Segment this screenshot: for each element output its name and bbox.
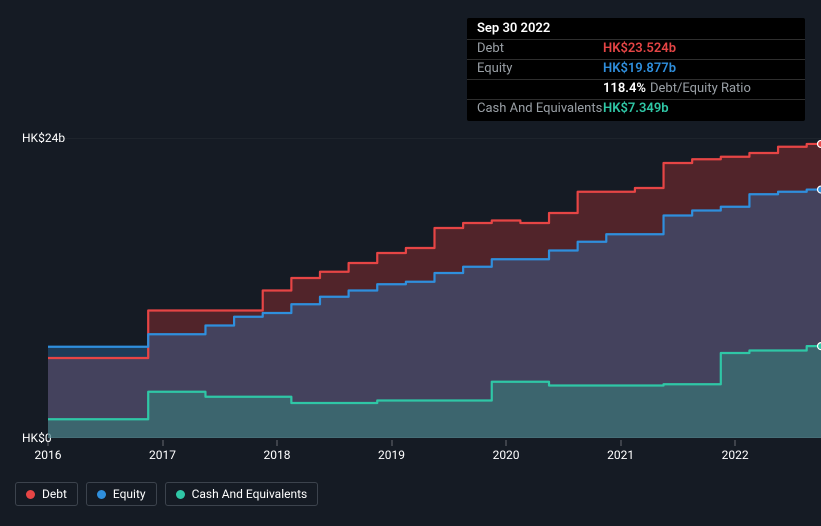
x-axis-label: 2016 [35,448,62,462]
tooltip-row-label [477,82,603,97]
tooltip-row: EquityHK$19.877b [467,60,805,80]
chart-svg[interactable] [48,138,821,438]
tooltip-row: Cash And EquivalentsHK$7.349b [467,100,805,119]
x-axis-label: 2020 [493,448,520,462]
tooltip-row-label: Cash And Equivalents [477,102,603,117]
legend-label: Cash And Equivalents [192,487,308,501]
x-axis-label: 2017 [149,448,176,462]
x-tick-mark [391,440,392,446]
legend-item-cash-and-equivalents[interactable]: Cash And Equivalents [165,482,319,506]
legend-swatch [176,490,185,499]
legend-item-debt[interactable]: Debt [15,482,78,506]
legend: Debt Equity Cash And Equivalents [15,482,318,506]
end-marker-cash-and-equivalents [818,343,821,350]
tooltip-row: 118.4% Debt/Equity Ratio [467,80,805,100]
tooltip-date: Sep 30 2022 [477,22,603,37]
tooltip-row-value: HK$23.524b [603,42,676,57]
legend-label: Equity [113,487,146,501]
tooltip-row: DebtHK$23.524b [467,40,805,60]
legend-label: Debt [42,487,67,501]
x-axis-label: 2019 [378,448,405,462]
x-tick-mark [620,440,621,446]
x-axis-label: 2021 [607,448,634,462]
x-tick-mark [162,440,163,446]
tooltip-row-label: Debt [477,42,603,57]
x-tick-mark [735,440,736,446]
x-tick-mark [506,440,507,446]
tooltip-row-label: Equity [477,62,603,77]
end-marker-debt [818,140,821,147]
legend-item-equity[interactable]: Equity [86,482,157,506]
end-marker-equity [818,186,821,193]
tooltip-row-value: 118.4% [603,82,646,97]
legend-swatch [26,490,35,499]
x-axis-label: 2022 [722,448,749,462]
tooltip-row-value: HK$19.877b [603,62,676,77]
tooltip-row-value: HK$7.349b [603,102,669,117]
chart-container: Sep 30 2022 DebtHK$23.524bEquityHK$19.87… [0,0,821,526]
legend-swatch [97,490,106,499]
tooltip-row-suffix: Debt/Equity Ratio [650,82,751,97]
chart-tooltip: Sep 30 2022 DebtHK$23.524bEquityHK$19.87… [467,18,805,121]
x-tick-mark [277,440,278,446]
chart-plot-area[interactable] [15,138,806,438]
x-tick-mark [48,440,49,446]
x-axis-label: 2018 [264,448,291,462]
x-axis: 2016201720182019202020212022 [48,448,806,476]
